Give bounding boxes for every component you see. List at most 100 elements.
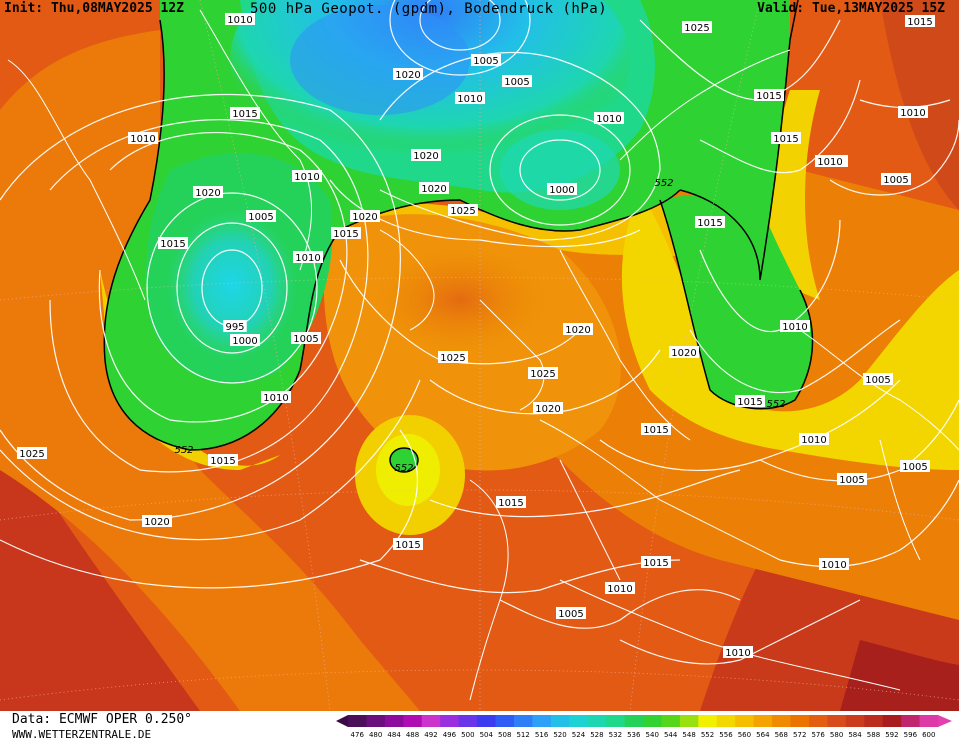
legend-swatch-568 — [772, 715, 791, 727]
data-source: Data: ECMWF OPER 0.250° — [12, 712, 193, 727]
legend-tick-label: 500 — [461, 731, 474, 739]
isobar-1015-label: 1015 — [754, 89, 784, 102]
legend-tick-label: 572 — [793, 731, 806, 739]
isobar-1015-label: 1015 — [158, 237, 188, 250]
weather-map: 1010 1025 1015 1005 1010 1015 1010 1005 1010 1015… — [0, 0, 959, 711]
isobar-1020-label: 1020 — [533, 402, 563, 415]
isobar-1020-label: 1020 — [193, 186, 223, 199]
svg-text:1020: 1020 — [671, 348, 696, 359]
legend-tick-label: 532 — [609, 731, 622, 739]
legend-swatch-600 — [919, 715, 939, 727]
isobar-1010-label: 1010 — [594, 112, 624, 125]
svg-text:1010: 1010 — [801, 435, 826, 446]
legend-tick-label: 596 — [904, 731, 918, 739]
legend-tick-label: 568 — [775, 731, 788, 739]
isobar-1010-label: 1010 — [780, 320, 810, 333]
svg-text:1005: 1005 — [865, 375, 890, 386]
isobar-1010-label: 1010 — [898, 106, 928, 119]
isobar-1020-label: 1020 — [393, 68, 423, 81]
valid-time: Valid: Tue,13MAY2025 15Z — [757, 1, 945, 16]
svg-text:1005: 1005 — [558, 609, 583, 620]
isobars — [0, 0, 959, 665]
legend-swatch-560 — [735, 715, 755, 727]
legend-swatch-524 — [569, 715, 589, 727]
svg-text:1020: 1020 — [352, 212, 377, 223]
legend-tick-label: 556 — [719, 731, 733, 739]
svg-text:1015: 1015 — [643, 558, 668, 569]
legend-swatch-520 — [550, 715, 570, 727]
color-legend: 476 480 484 488 492 496 500 504 508 512 516 520 524 5… — [336, 715, 956, 739]
legend-swatch-572 — [790, 715, 810, 727]
legend-tick-label: 524 — [572, 731, 586, 739]
map-title: 500 hPa Geopot. (gpdm), Bodendruck (hPa) — [250, 1, 608, 17]
svg-text:1020: 1020 — [195, 188, 220, 199]
legend-tick-label: 492 — [424, 731, 437, 739]
legend-tick-label: 552 — [701, 731, 714, 739]
isobar-1010-label: 1010 — [261, 391, 291, 404]
legend-tick-label: 576 — [811, 731, 825, 739]
isobar-label-group: 1010 1025 1015 1005 1010 1015 1010 1005 1010 1015… — [17, 13, 935, 659]
svg-text:1020: 1020 — [565, 325, 590, 336]
svg-text:1015: 1015 — [737, 397, 762, 408]
isobar-1010-label: 1010 — [819, 558, 849, 571]
isobar-1010-label: 1010 — [723, 646, 753, 659]
isobar-995-label: 995 — [223, 320, 247, 333]
isobar-1005-label: 1005 — [471, 54, 501, 67]
isobar-1020-label: 1020 — [411, 149, 441, 162]
legend-arrow-right — [938, 715, 952, 727]
isobar-1020-label: 1020 — [350, 210, 380, 223]
isobar-1025-label: 1025 — [528, 367, 558, 380]
legend-swatch-584 — [845, 715, 865, 727]
legend-tick-label: 560 — [738, 731, 751, 739]
website-link[interactable]: WWW.WETTERZENTRALE.DE — [12, 728, 152, 741]
svg-text:1015: 1015 — [756, 91, 781, 102]
legend-tick-label: 488 — [406, 731, 419, 739]
coastlines — [7, 9, 959, 701]
contour-552-label: 552 — [654, 178, 673, 189]
legend-swatch-476 — [348, 715, 367, 727]
svg-text:1015: 1015 — [232, 109, 257, 120]
svg-text:1005: 1005 — [473, 56, 498, 67]
legend-swatch-576 — [808, 715, 828, 727]
legend-swatch-592 — [882, 715, 902, 727]
svg-text:1025: 1025 — [440, 353, 465, 364]
svg-text:1010: 1010 — [782, 322, 807, 333]
svg-text:1010: 1010 — [457, 94, 482, 105]
svg-text:1015: 1015 — [907, 17, 932, 28]
isobar-1020-label: 1020 — [142, 515, 172, 528]
legend-tick-label: 600 — [922, 731, 935, 739]
contour-552-label: 552 — [766, 399, 785, 410]
legend-tick-label: 580 — [830, 731, 843, 739]
legend-swatch-504 — [477, 715, 496, 727]
legend-swatch-548 — [679, 715, 699, 727]
legend-swatch-552 — [698, 715, 718, 727]
isobar-1020-label: 1020 — [563, 323, 593, 336]
legend-tick-label: 548 — [682, 731, 695, 739]
legend-tick-label: 536 — [627, 731, 641, 739]
svg-text:995: 995 — [225, 322, 244, 333]
north-blue-deep — [290, 5, 470, 115]
isobar-1025-label: 1025 — [438, 351, 468, 364]
svg-text:1005: 1005 — [248, 212, 273, 223]
legend-swatch-512 — [513, 715, 533, 727]
svg-text:1005: 1005 — [883, 175, 908, 186]
legend-swatch-484 — [384, 715, 404, 727]
darkred-southeast — [840, 640, 959, 711]
svg-text:1015: 1015 — [160, 239, 185, 250]
isobar-1015-label: 1015 — [641, 556, 671, 569]
legend-tick-label: 520 — [553, 731, 566, 739]
isobar-1015-label: 1015 — [641, 423, 671, 436]
legend-swatch-500 — [458, 715, 478, 727]
isobar-1010-label: 1010 — [128, 132, 158, 145]
svg-text:1010: 1010 — [294, 172, 319, 183]
green-trough-east — [660, 194, 813, 409]
legend-swatch-564 — [753, 715, 773, 727]
legend-swatch-532 — [606, 715, 626, 727]
legend-swatch-492 — [421, 715, 441, 727]
svg-text:1010: 1010 — [817, 157, 842, 168]
legend-swatch-588 — [864, 715, 884, 727]
header-bar: Init: Thu,08MAY2025 12Z 500 hPa Geopot. … — [0, 0, 959, 18]
svg-text:1010: 1010 — [130, 134, 155, 145]
svg-text:1015: 1015 — [395, 540, 420, 551]
isobar-1010-label: 1010 — [815, 155, 845, 168]
